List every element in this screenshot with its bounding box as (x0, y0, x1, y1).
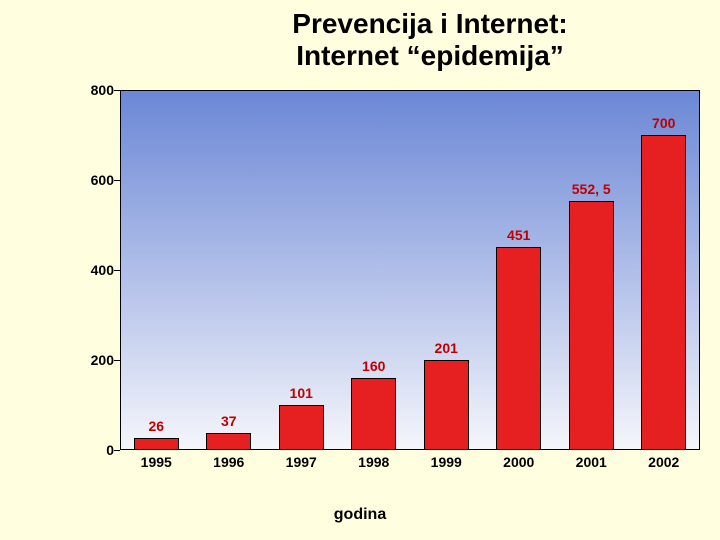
ytick-label: 600 (70, 172, 114, 188)
ytick-mark (114, 360, 120, 361)
ytick-mark (114, 90, 120, 91)
bar-value-label: 451 (507, 227, 530, 243)
bar: 451 (496, 247, 541, 450)
ytick-mark (114, 180, 120, 181)
xtick-label: 1998 (358, 454, 389, 470)
xtick-label: 1997 (286, 454, 317, 470)
slide-title: Prevencija i Internet: Internet “epidemi… (180, 8, 680, 72)
xtick-label: 1995 (141, 454, 172, 470)
bars-layer: 26 37 101 160 201 451 552, 5 700 (120, 90, 700, 450)
bar-value-label: 37 (221, 413, 237, 429)
bar: 160 (351, 378, 396, 450)
ytick-label: 0 (70, 442, 114, 458)
bar: 101 (279, 405, 324, 450)
bar-value-label: 26 (148, 418, 164, 434)
bar-fill (569, 201, 614, 450)
bar: 37 (206, 433, 251, 450)
ytick-mark (114, 450, 120, 451)
bar-value-label: 101 (290, 385, 313, 401)
xtick-label: 1999 (431, 454, 462, 470)
xtick-label: 2002 (648, 454, 679, 470)
ytick-label: 200 (70, 352, 114, 368)
bar: 26 (134, 438, 179, 450)
ytick-mark (114, 270, 120, 271)
bar-value-label: 201 (435, 340, 458, 356)
bar-fill (424, 360, 469, 450)
bar-fill (351, 378, 396, 450)
xtick-label: 2001 (576, 454, 607, 470)
title-line-1: Prevencija i Internet: (180, 8, 680, 40)
xtick-label: 2000 (503, 454, 534, 470)
ytick-label: 400 (70, 262, 114, 278)
slide: Prevencija i Internet: Internet “epidemi… (0, 0, 720, 540)
bar: 201 (424, 360, 469, 450)
bar-fill (134, 438, 179, 450)
bar: 700 (641, 135, 686, 450)
bar-value-label: 700 (652, 115, 675, 131)
bar-fill (279, 405, 324, 450)
xtick-label: 1996 (213, 454, 244, 470)
bar: 552, 5 (569, 201, 614, 450)
title-line-2: Internet “epidemija” (180, 40, 680, 72)
bar-value-label: 160 (362, 358, 385, 374)
bar-fill (496, 247, 541, 450)
bar-fill (641, 135, 686, 450)
bar-fill (206, 433, 251, 450)
bar-value-label: 552, 5 (572, 181, 611, 197)
chart-container: 2637101160201451552, 5700 0200400600800 … (70, 90, 700, 490)
ytick-label: 800 (70, 82, 114, 98)
x-axis-label: godina (0, 506, 720, 524)
